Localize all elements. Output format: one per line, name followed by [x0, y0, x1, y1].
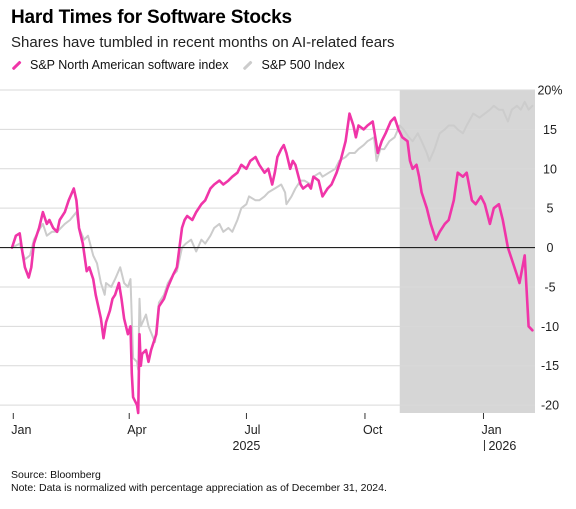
- legend-item-sp500: S&P 500 Index: [242, 58, 345, 72]
- y-tick-label: -20: [541, 399, 559, 413]
- y-tick-label: -15: [541, 359, 559, 373]
- chart-subtitle: Shares have tumbled in recent months on …: [11, 34, 395, 51]
- legend-label-software: S&P North American software index: [30, 58, 229, 72]
- y-tick-label: -10: [541, 320, 559, 334]
- x-year-label: 2026: [488, 439, 516, 453]
- series-line-software: [10, 112, 534, 415]
- legend-swatch-software: [11, 60, 22, 70]
- y-tick-label: 15: [543, 123, 557, 137]
- x-tick-label: Jul: [244, 423, 260, 437]
- chart-footer: Source: Bloomberg Note: Data is normaliz…: [11, 469, 387, 495]
- y-tick-label: -5: [544, 280, 555, 294]
- x-tick-label: Jan: [11, 423, 31, 437]
- line-chart: -20 -15 -10 -5 0 5 10 15 20% Jan Apr Jul Oct Jan 2025 2…: [0, 84, 563, 453]
- x-year-label: 2025: [233, 439, 261, 453]
- legend-label-sp500: S&P 500 Index: [261, 58, 345, 72]
- series-line-sp500: [11, 100, 534, 371]
- x-tick-label: Apr: [127, 423, 146, 437]
- chart-legend: S&P North American software index S&P 50…: [11, 58, 359, 72]
- y-tick-label: 10: [543, 162, 557, 176]
- legend-item-software: S&P North American software index: [11, 58, 228, 72]
- y-tick-label: 5: [547, 202, 554, 216]
- legend-swatch-sp500: [243, 60, 253, 70]
- y-tick-label: 20%: [537, 84, 562, 98]
- x-tick-label: Oct: [363, 423, 383, 437]
- chart-title: Hard Times for Software Stocks: [11, 7, 292, 28]
- data-note: Note: Data is normalized with percentage…: [11, 482, 387, 494]
- x-tick-label: Jan: [481, 423, 501, 437]
- source-note: Source: Bloomberg: [11, 469, 101, 481]
- y-tick-label: 0: [547, 241, 554, 255]
